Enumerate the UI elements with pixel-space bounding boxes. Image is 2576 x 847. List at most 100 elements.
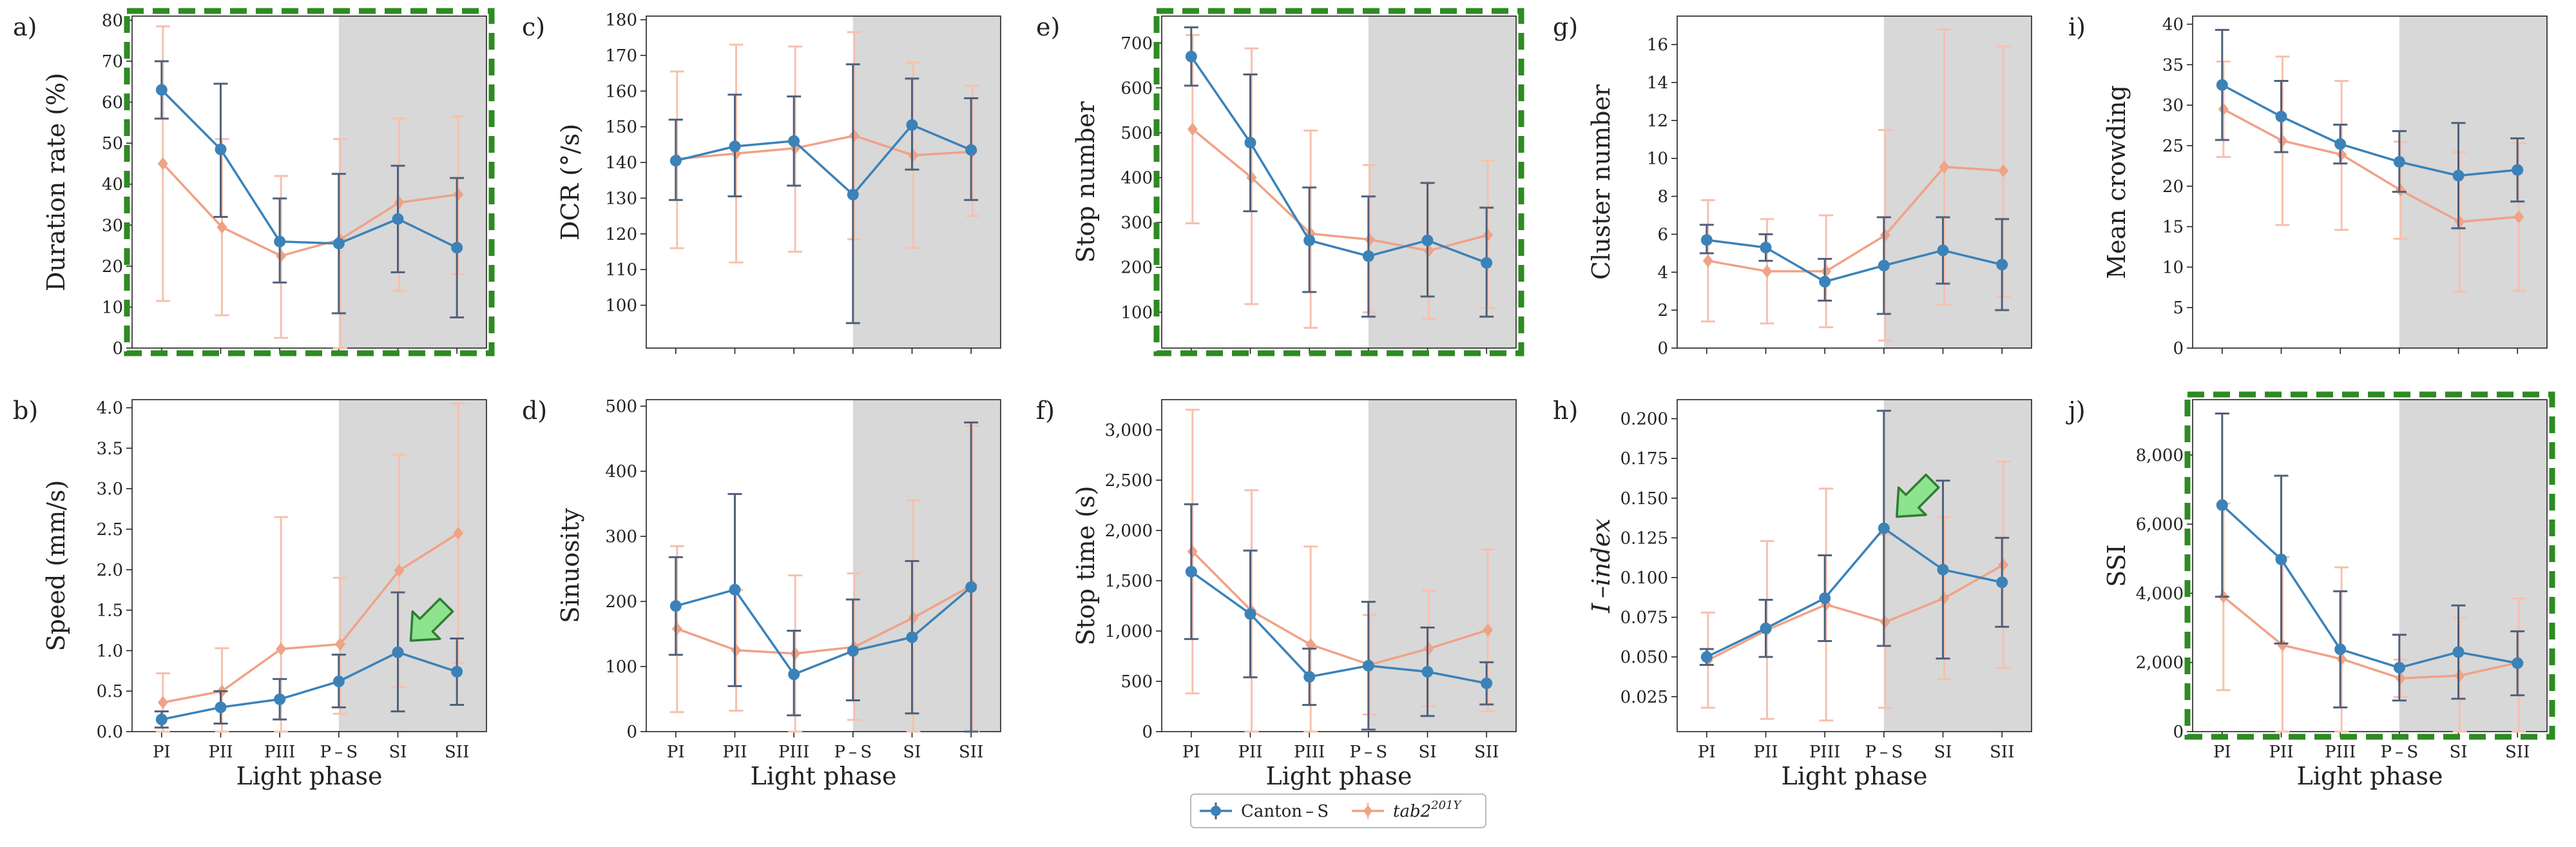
data-point	[394, 196, 405, 209]
data-point	[1819, 592, 1831, 605]
data-point	[1362, 250, 1374, 262]
panel-j: 0 2,000 4,000 6,000 8,000 PI PII PIII P – S SI SII…	[2066, 391, 2555, 790]
y-tick-label: 0.075	[1620, 608, 1668, 628]
data-point	[965, 581, 977, 593]
y-tick-label: 500	[605, 397, 637, 416]
data-point	[1481, 257, 1493, 269]
data-point	[731, 643, 742, 657]
y-tick-label: 200	[605, 592, 637, 612]
highlight-frame	[1153, 8, 1524, 356]
y-tick-label: 2,000	[2136, 654, 2184, 673]
y-tick-label: 80	[102, 11, 123, 30]
data-point	[1421, 666, 1434, 678]
x-tick-label: PI	[2213, 743, 2231, 762]
data-point	[1760, 242, 1772, 254]
data-point	[392, 213, 404, 225]
data-point	[1878, 259, 1890, 271]
y-axis-title: Speed (mm/s)	[42, 480, 70, 652]
y-axis-title: SSI	[2102, 544, 2131, 587]
panel-letter: a)	[13, 13, 37, 41]
series-line	[1191, 550, 1488, 667]
y-tick-label: 3.0	[97, 480, 123, 499]
arrow-icon	[409, 598, 454, 642]
data-point	[1364, 233, 1375, 246]
data-point	[2216, 79, 2228, 91]
series-line	[1190, 570, 1487, 685]
series-canton	[1184, 503, 1494, 731]
series-canton	[1699, 216, 2010, 315]
data-point	[671, 622, 682, 636]
series-canton	[668, 421, 979, 733]
data-point	[1879, 228, 1890, 242]
data-point	[1996, 258, 2008, 271]
series-line	[1707, 166, 2004, 273]
y-tick-label: 0	[626, 723, 637, 742]
y-tick-label: 0	[1657, 339, 1668, 358]
data-point	[155, 84, 168, 96]
y-tick-label: 170	[605, 46, 637, 66]
panel-letter: d)	[522, 396, 547, 425]
data-point	[2393, 661, 2405, 674]
y-tick-label: 500	[1120, 672, 1153, 692]
y-tick-label: 0.025	[1620, 688, 1668, 707]
x-tick-label: SII	[2505, 743, 2530, 762]
y-tick-label: 20	[2162, 177, 2184, 197]
x-tick-label: PI	[1182, 743, 1200, 762]
y-tick-label: 70	[102, 52, 123, 72]
y-tick-label: 2	[1657, 301, 1668, 320]
x-tick-label: PI	[667, 743, 685, 762]
y-axis-title: Duration rate (%)	[42, 73, 70, 291]
x-tick-label: PI	[153, 743, 171, 762]
x-tick-label: PII	[208, 743, 233, 762]
data-point	[906, 119, 918, 131]
data-point	[965, 144, 977, 156]
legend-canton-label: Canton – S	[1241, 802, 1329, 821]
y-tick-label: 60	[102, 93, 123, 113]
x-axis-title: Light phase	[1782, 762, 1928, 790]
y-axis-title: DCR (°/s)	[556, 124, 584, 240]
y-tick-label: 0.5	[97, 682, 123, 701]
data-point	[2218, 102, 2229, 116]
series-line	[1191, 128, 1488, 252]
data-point	[1423, 642, 1434, 656]
data-point	[1700, 234, 1713, 246]
y-tick-label: 2.5	[97, 520, 123, 540]
plot-frame	[2192, 15, 2548, 349]
dark-phase-shade	[1368, 16, 1516, 348]
y-tick-label: 4,000	[2136, 584, 2184, 603]
series-line	[162, 162, 459, 257]
series-line	[677, 134, 973, 161]
legend-tab-superscript: 201Y	[1430, 799, 1462, 812]
data-point	[394, 564, 405, 578]
data-point	[2336, 652, 2347, 666]
y-tick-label: 8	[1657, 188, 1668, 207]
data-point	[908, 611, 919, 625]
y-tick-label: 3,000	[1105, 421, 1153, 440]
y-tick-label: 0.100	[1620, 569, 1668, 588]
data-point	[1939, 160, 1950, 173]
y-tick-label: 3.5	[97, 439, 123, 458]
x-axis-title: Light phase	[236, 762, 383, 790]
plot-frame	[1161, 399, 1517, 732]
series-canton	[2215, 28, 2525, 229]
x-tick-label: P – S	[320, 743, 358, 762]
data-point	[2334, 643, 2347, 656]
y-axis-title: I –index	[1587, 518, 1615, 613]
data-point	[847, 188, 859, 200]
panel-letter: b)	[13, 396, 38, 425]
data-point	[1939, 592, 1950, 605]
data-point	[215, 701, 227, 714]
y-tick-label: 30	[2162, 96, 2184, 115]
data-point	[2452, 170, 2465, 182]
x-tick-label: PI	[1698, 743, 1716, 762]
y-tick-label: 4	[1657, 263, 1668, 282]
data-point	[2514, 210, 2524, 224]
data-point	[1187, 122, 1198, 136]
y-tick-label: 130	[605, 189, 637, 208]
y-tick-label: 100	[605, 657, 637, 677]
y-tick-label: 100	[1120, 303, 1153, 322]
plot-frame	[131, 399, 487, 732]
series-line	[677, 584, 974, 655]
